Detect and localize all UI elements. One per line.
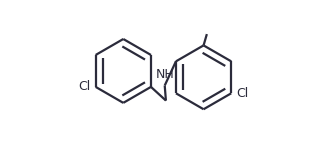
Text: Cl: Cl — [237, 87, 249, 100]
Text: NH: NH — [155, 68, 174, 81]
Text: Cl: Cl — [78, 80, 90, 93]
